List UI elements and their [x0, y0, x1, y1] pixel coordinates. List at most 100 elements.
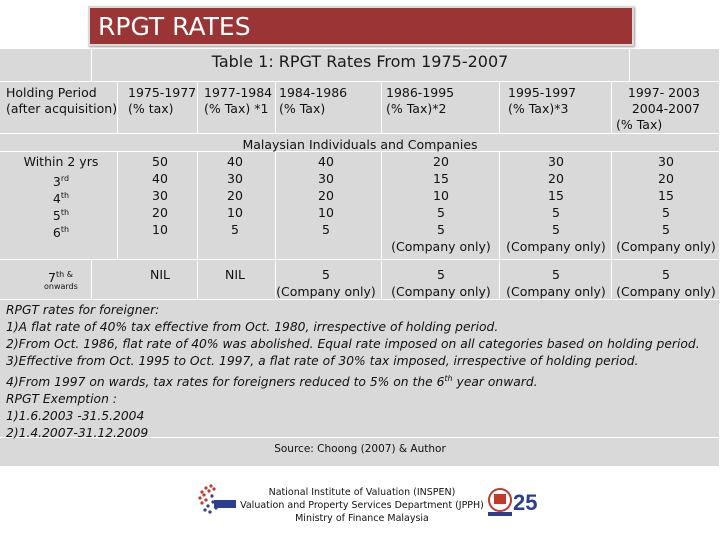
table-cell: 10	[433, 188, 449, 203]
header-line: 1984-1986	[279, 85, 348, 100]
period-sub: onwards	[44, 282, 78, 292]
period-5th: 5th	[0, 204, 122, 224]
header-1977-1984: 1977-1984 (% Tax) *1	[204, 85, 276, 117]
period-text: 6	[52, 225, 61, 241]
note-text: 4)From 1997 on wards, tax rates for fore…	[6, 375, 445, 390]
period-7th-onwards: 7th & onwards	[4, 266, 84, 291]
table-cell: 5	[662, 267, 670, 282]
table-cell: 15	[658, 188, 674, 203]
period-sup: th &	[55, 270, 73, 279]
table-cell: 5	[552, 205, 560, 220]
header-line: 1975-1977	[128, 85, 197, 100]
header-line: (% Tax)*2	[386, 101, 447, 116]
grid-cell	[0, 260, 92, 300]
period-4th: 4th	[0, 187, 122, 207]
company-only-label: (Company only)	[391, 284, 491, 299]
table-caption: Table 1: RPGT Rates From 1975-2007	[211, 52, 509, 71]
table-cell: 30	[318, 171, 334, 186]
grid-cell	[382, 82, 500, 134]
header-1997-2007: 1997- 2003 2004-2007 (% Tax)	[612, 85, 716, 133]
header-line: 1986-1995	[386, 85, 455, 100]
header-1995-1997: 1995-1997 (% Tax)*3	[508, 85, 608, 117]
col-1984-1986: 40 30 20 10 5 5 (Company only)	[276, 153, 376, 300]
header-1975-1977: 1975-1977 (% tax)	[128, 85, 198, 117]
note-line: RPGT rates for foreigner:	[6, 303, 160, 317]
company-only-label: (Company only)	[616, 284, 716, 299]
grid-cell	[118, 152, 198, 260]
footer-line: Ministry of Finance Malaysia	[295, 513, 429, 524]
company-only-label: (Company only)	[391, 239, 491, 254]
table-cell: 10	[152, 222, 168, 237]
slide-title: RPGT RATES	[98, 12, 251, 41]
header-1984-1986: 1984-1986 (% Tax)	[279, 85, 379, 117]
grid-cell	[198, 82, 276, 134]
grid-cell	[198, 152, 276, 260]
notes-block: RPGT rates for foreigner: 1)A flat rate …	[6, 302, 716, 442]
col-1997-2007: 30 20 15 5 5 (Company only) 5 (Company o…	[612, 153, 720, 300]
header-line: (after acquisition)	[6, 101, 118, 116]
table-cell: 15	[548, 188, 564, 203]
header-holding-period: Holding Period (after acquisition)	[6, 85, 118, 117]
group-label: Malaysian Individuals and Companies	[242, 137, 478, 152]
footer-line: National Institute of Valuation (INSPEN)	[268, 487, 456, 498]
header-line: (% Tax)	[279, 101, 326, 116]
grid-cell	[500, 152, 612, 260]
grid-cell	[500, 260, 612, 300]
table-cell: 20	[658, 171, 674, 186]
footer-text: National Institute of Valuation (INSPEN)…	[240, 486, 484, 525]
grid-cell	[382, 260, 500, 300]
logo-25-text: 25	[513, 490, 537, 515]
note-line: RPGT Exemption :	[6, 392, 117, 407]
header-line: Holding Period	[6, 85, 97, 100]
table-cell: 40	[227, 154, 243, 169]
period-within-2-yrs: Within 2 yrs	[0, 153, 122, 170]
period-text: 5	[52, 208, 61, 224]
table-cell: 5	[231, 222, 239, 237]
grid-cell	[0, 152, 118, 260]
table-cell: 5	[437, 205, 445, 220]
grid-cell	[0, 49, 92, 82]
table-cell: 50	[152, 154, 168, 169]
table-cell: 30	[548, 154, 564, 169]
period-text: Within 2 yrs	[23, 154, 99, 169]
table-cell: 30	[152, 188, 168, 203]
header-line: 1977-1984	[204, 85, 273, 100]
table-cell: 20	[548, 171, 564, 186]
header-line: 1997- 2003	[627, 85, 700, 100]
header-line: (% Tax)	[616, 117, 663, 132]
grid-cell	[382, 152, 500, 260]
col-1986-1995: 20 15 10 5 5 (Company only) 5 (Company o…	[382, 153, 500, 300]
period-sup: rd	[60, 174, 70, 183]
note-line: 2)From Oct. 1986, flat rate of 40% was a…	[6, 337, 700, 351]
header-1986-1995: 1986-1995 (% Tax)*2	[386, 85, 496, 117]
period-3rd: 3rd	[0, 170, 122, 190]
inspen-logo	[198, 484, 236, 514]
table-cell: 40	[152, 171, 168, 186]
grid-cell	[92, 260, 198, 300]
grid-cell	[276, 82, 382, 134]
table-cell: 15	[433, 171, 449, 186]
table-cell: 5	[437, 267, 445, 282]
note-line: 4)From 1997 on wards, tax rates for fore…	[6, 370, 716, 391]
col-1995-1997: 30 20 15 5 5 (Company only) 5 (Company o…	[500, 153, 612, 300]
grid-cell	[500, 82, 612, 134]
header-line: 2004-2007	[631, 101, 700, 116]
period-sup: th	[60, 225, 70, 234]
col-1975-1977: 50 40 30 20 10 NIL	[118, 153, 202, 283]
table-cell: 5	[662, 222, 670, 237]
note-line: 3)Effective from Oct. 1995 to Oct. 1997,…	[6, 354, 639, 368]
table-cell: 5	[322, 222, 330, 237]
period-text: 7	[48, 270, 56, 286]
period-text: 4	[52, 191, 61, 207]
grid-cell	[276, 260, 382, 300]
table-background	[0, 49, 720, 467]
table-cell: 40	[318, 154, 334, 169]
table-cell: NIL	[224, 267, 245, 282]
note-text: year onward.	[452, 375, 538, 390]
table-cell: 5	[322, 267, 330, 282]
period-sup: th	[60, 208, 70, 217]
note-line: 2)1.4.2007-31.12.2009	[6, 426, 149, 441]
table-cell: 5	[552, 222, 560, 237]
header-line: (% tax)	[128, 101, 174, 116]
